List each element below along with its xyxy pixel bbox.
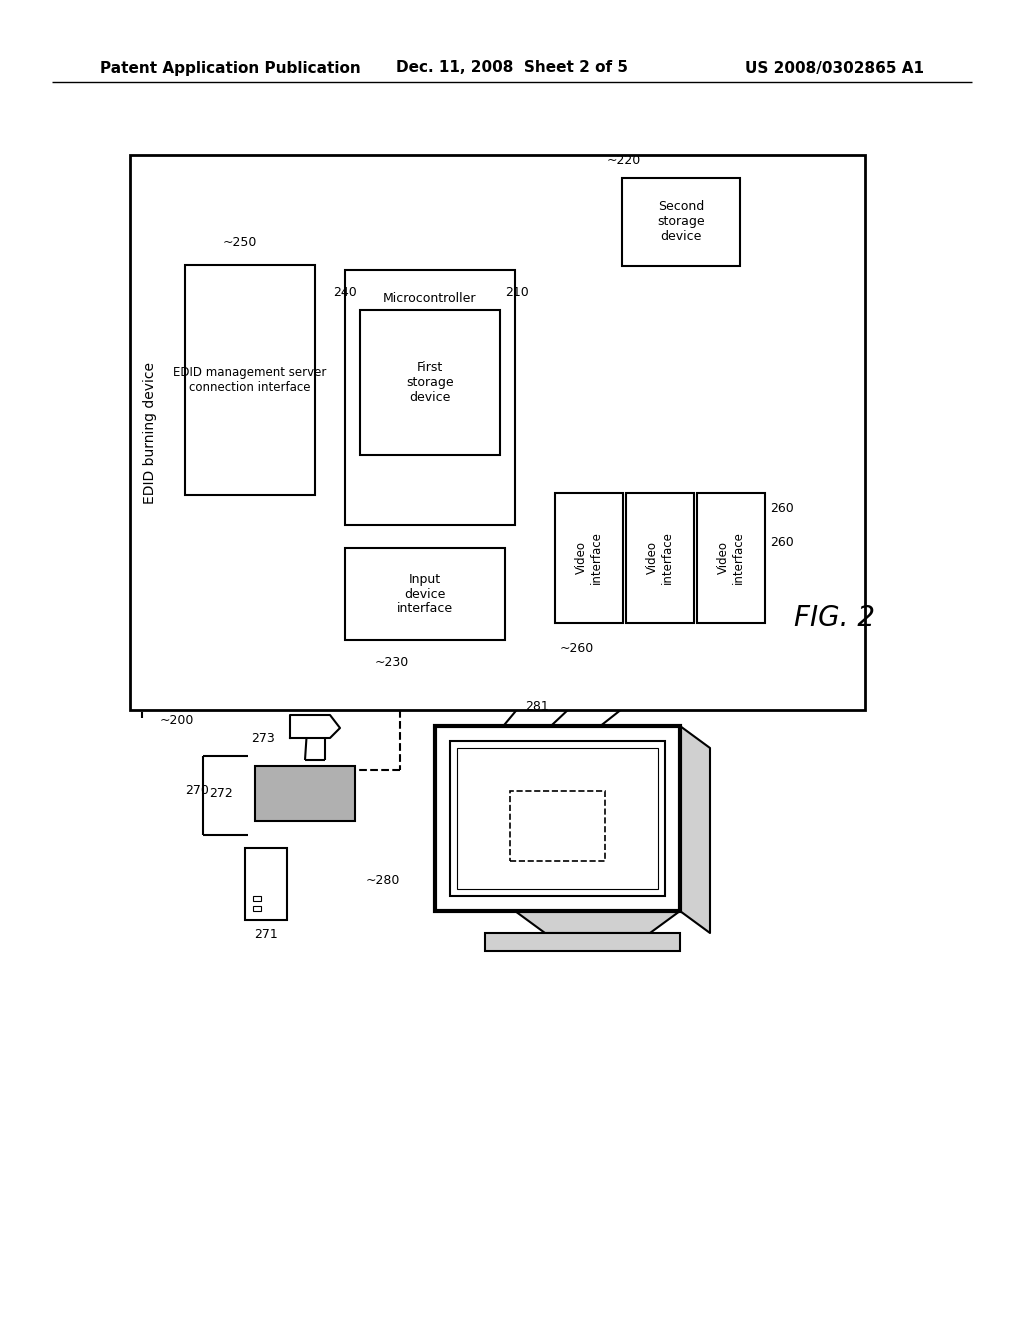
Bar (435, 726, 680, 911)
Text: US 2008/0302865 A1: US 2008/0302865 A1 (745, 61, 924, 75)
Text: 270: 270 (185, 784, 209, 796)
Bar (360, 310, 500, 455)
Bar (185, 265, 315, 495)
Polygon shape (515, 911, 680, 933)
Text: ~230: ~230 (375, 656, 410, 668)
Bar (253, 906, 261, 911)
Text: ~280: ~280 (366, 874, 400, 887)
Text: 271: 271 (254, 928, 278, 941)
Polygon shape (290, 715, 340, 738)
Text: First
storage
device: First storage device (407, 360, 454, 404)
Bar (510, 791, 605, 861)
Text: Video
interface: Video interface (646, 532, 674, 585)
Text: Dec. 11, 2008  Sheet 2 of 5: Dec. 11, 2008 Sheet 2 of 5 (396, 61, 628, 75)
Text: ~200: ~200 (160, 714, 195, 726)
Bar (457, 748, 658, 888)
Bar (626, 492, 694, 623)
Text: 281: 281 (525, 700, 549, 713)
Text: Video
interface: Video interface (575, 532, 603, 585)
Text: ~220: ~220 (607, 153, 641, 166)
Bar (130, 154, 865, 710)
Text: Input
device
interface: Input device interface (397, 573, 453, 615)
Text: Video
interface: Video interface (717, 532, 745, 585)
Text: 260: 260 (770, 502, 794, 515)
Text: 260: 260 (770, 536, 794, 549)
Text: Second
storage
device: Second storage device (657, 201, 705, 243)
Text: Patent Application Publication: Patent Application Publication (100, 61, 360, 75)
Bar (345, 548, 505, 640)
Bar (345, 271, 515, 525)
Text: ~260: ~260 (560, 642, 594, 655)
Bar (622, 178, 740, 267)
Bar (245, 847, 287, 920)
Text: EDID burning device: EDID burning device (143, 362, 157, 503)
Bar (255, 766, 355, 821)
Bar (253, 896, 261, 902)
Bar (485, 933, 680, 950)
Bar (697, 492, 765, 623)
Text: 272: 272 (209, 787, 233, 800)
Bar (450, 741, 665, 896)
Bar (555, 492, 623, 623)
Text: 210: 210 (505, 285, 528, 298)
Text: Microcontroller: Microcontroller (383, 292, 477, 305)
Text: 240: 240 (333, 286, 356, 300)
Text: FIG. 2: FIG. 2 (795, 605, 876, 632)
Text: ~250: ~250 (223, 236, 257, 249)
Text: EDID management server
connection interface: EDID management server connection interf… (173, 366, 327, 393)
Polygon shape (680, 726, 710, 933)
Text: 273: 273 (251, 731, 275, 744)
